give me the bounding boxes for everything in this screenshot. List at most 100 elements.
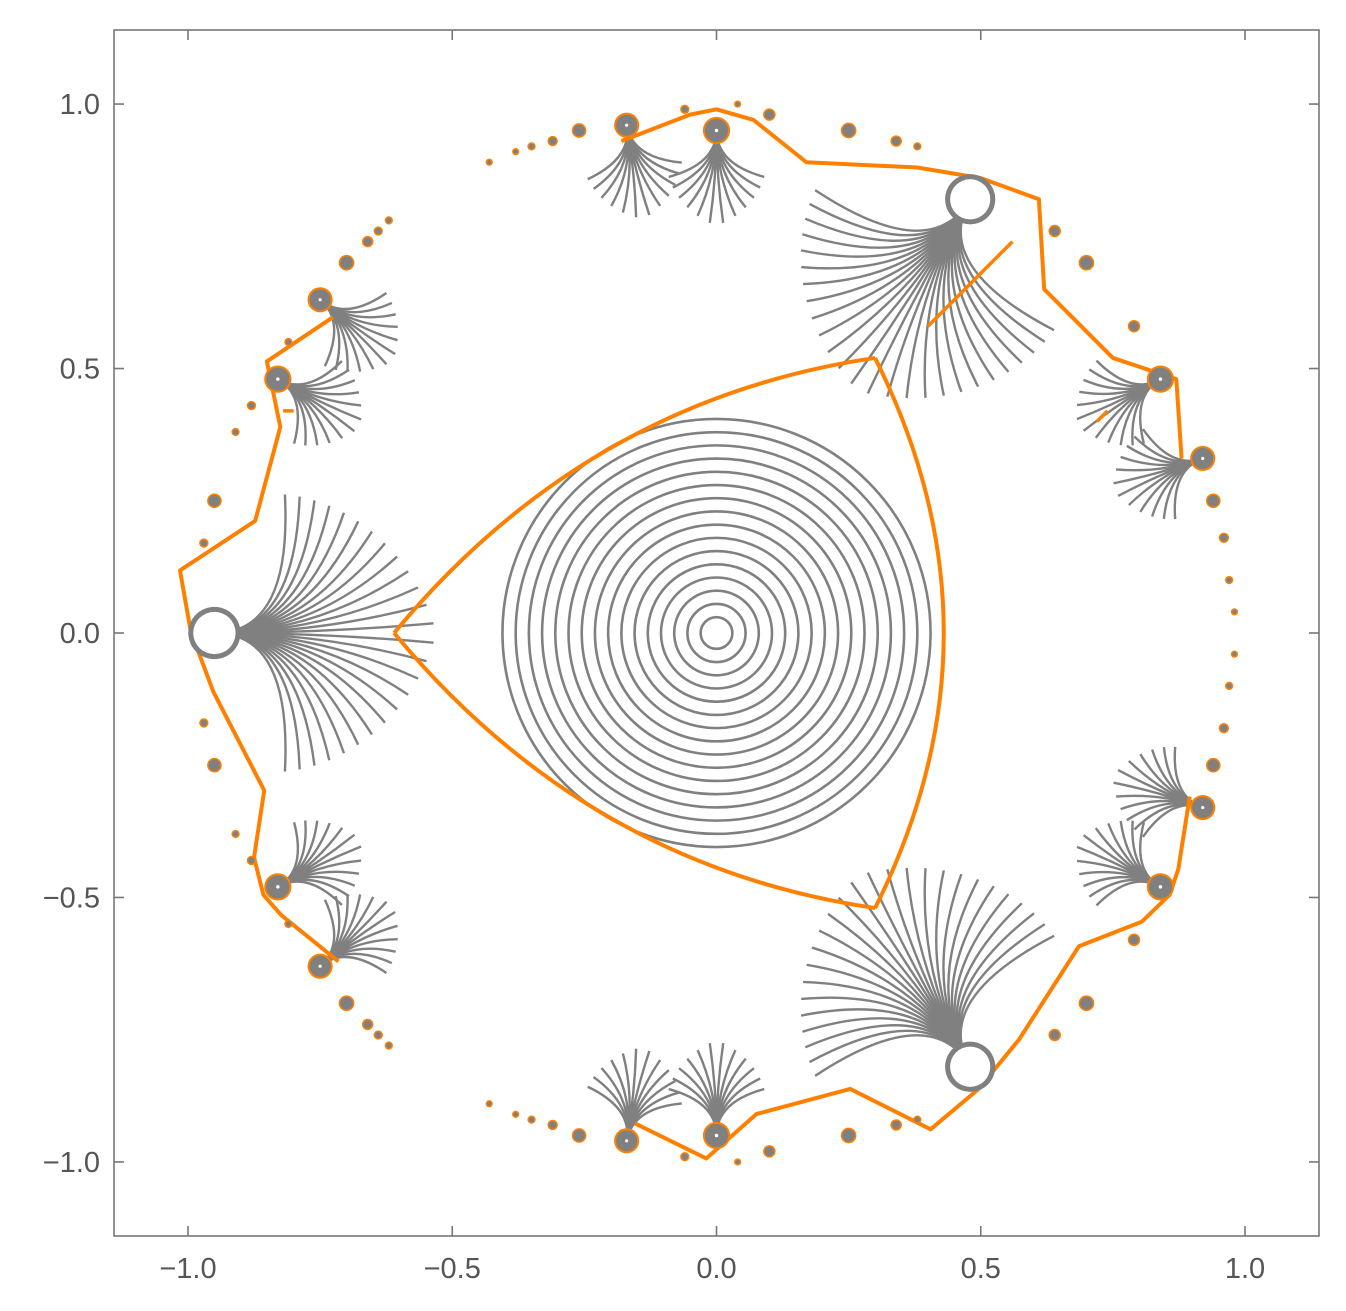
contour-ring (501, 417, 932, 849)
dot (208, 494, 221, 507)
contour-ring (686, 602, 747, 664)
dot (375, 227, 382, 235)
y-tick-label: 0.5 (60, 354, 100, 386)
dot (681, 106, 688, 113)
dot (513, 1112, 518, 1117)
blob-center (714, 1133, 719, 1138)
dot (248, 857, 255, 864)
dot (1129, 935, 1139, 945)
point-markers (188, 100, 1239, 1166)
dot (232, 429, 239, 435)
dot (1207, 759, 1220, 772)
dot (842, 124, 855, 137)
blob-center (318, 298, 322, 302)
contour-ring (567, 483, 866, 783)
dot (208, 759, 221, 772)
dot (200, 719, 208, 727)
dot (513, 149, 518, 154)
contour-ring (527, 444, 906, 822)
y-tick-label: 0.0 (60, 618, 100, 650)
contour-ring (593, 510, 840, 756)
dot (764, 1146, 775, 1157)
blob-center (276, 885, 280, 889)
contour-ring (580, 496, 853, 770)
dot (285, 921, 292, 927)
x-tick-label: 1.0 (1225, 1253, 1265, 1285)
contour-ring (633, 549, 800, 717)
contour-ring (606, 523, 827, 743)
dot (528, 143, 535, 150)
dot (248, 402, 255, 409)
dot (232, 831, 239, 837)
dot (487, 160, 492, 165)
boundary-curve (177, 315, 340, 963)
dot (1232, 652, 1237, 657)
x-tick-label: 0.5 (961, 1253, 1001, 1285)
dot (548, 1121, 557, 1129)
dot (487, 1101, 492, 1106)
dot (1080, 256, 1093, 270)
dot (1049, 226, 1060, 236)
blob-center (625, 123, 629, 127)
hole (193, 611, 236, 655)
dot (285, 339, 292, 345)
separatrix-edge (392, 631, 876, 911)
blob-center (1158, 885, 1163, 889)
x-tick-label: −1.0 (159, 1253, 216, 1285)
x-axis: −1.0 −0.5 0.0 0.5 1.0 (159, 30, 1265, 1285)
blob-center (318, 964, 322, 968)
dot (528, 1116, 535, 1123)
dot (842, 1129, 855, 1142)
dot (1220, 534, 1228, 542)
contour-ring (646, 562, 787, 704)
dot (914, 143, 920, 150)
dot (375, 1031, 382, 1039)
dot (200, 539, 208, 547)
boundary-curve (620, 107, 1184, 459)
dot (735, 101, 740, 107)
y-tick-label: −1.0 (43, 1147, 100, 1179)
cusp-mark (926, 240, 1014, 328)
dot (340, 256, 353, 270)
contour-ring (620, 536, 813, 730)
dot (1226, 577, 1232, 583)
contour-ring (540, 457, 893, 809)
dot (548, 137, 557, 145)
dot (386, 217, 392, 224)
blob-center (1201, 805, 1205, 810)
separatrix-curves (177, 107, 1192, 1161)
contour-ring (554, 470, 879, 796)
dot (386, 1042, 392, 1049)
dot (363, 237, 372, 246)
dot (1232, 609, 1237, 614)
dot (891, 1120, 901, 1130)
blob-center (1158, 377, 1163, 381)
dot (914, 1116, 920, 1123)
dot (1207, 494, 1220, 507)
separatrix-edge (392, 355, 876, 635)
contour-ring (699, 615, 734, 651)
y-tick-label: 1.0 (60, 89, 100, 121)
hole (950, 179, 991, 220)
dot (573, 124, 585, 137)
contour-ring (659, 576, 774, 690)
dot (1220, 724, 1228, 732)
blob-center (276, 377, 280, 381)
dot (340, 996, 353, 1010)
dot (681, 1153, 688, 1160)
dot (363, 1020, 372, 1029)
dot (573, 1129, 585, 1142)
dot (764, 109, 775, 120)
blob-center (714, 128, 719, 133)
dot (735, 1159, 740, 1165)
x-tick-label: 0.0 (696, 1253, 736, 1285)
dot (1129, 321, 1139, 331)
separatrix-edge (873, 357, 946, 909)
dot (891, 136, 901, 146)
x-tick-label: −0.5 (424, 1253, 481, 1285)
plot-area (177, 100, 1239, 1166)
cusp-mark (1095, 409, 1109, 423)
hole (950, 1046, 991, 1087)
contour-ring (672, 589, 761, 677)
